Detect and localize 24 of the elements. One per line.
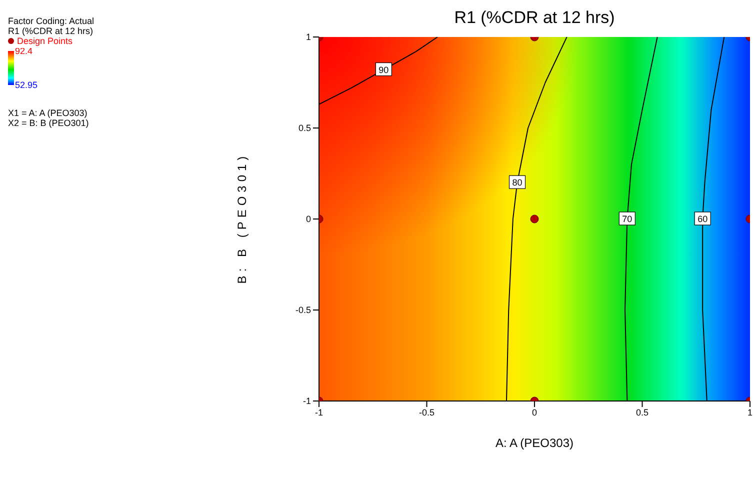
text: X1 = A: A (PEO303) [8, 108, 88, 118]
y-tick-label: 0.5 [298, 123, 311, 134]
legend-label: Design Points [16, 36, 74, 46]
text: X2 = B: B (PEO301) [8, 118, 90, 128]
color-bar-label: 52.95 [15, 80, 38, 90]
y-axis-title: B: B (PEO301) [235, 151, 249, 286]
text: R1 (%CDR at 12 hrs) [8, 26, 94, 36]
x-tick-label: -0.5 [418, 407, 435, 418]
color-bar-label: 92.4 [15, 46, 33, 56]
series-label: 70 [622, 214, 632, 224]
y-tick-label: 1 [306, 32, 311, 42]
chart-title: R1 (%CDR at 12 hrs) [453, 8, 616, 28]
x-tick-label: 0.5 [636, 407, 649, 418]
text: Factor Coding: Actual [8, 16, 94, 26]
x-tick-label: -1 [314, 407, 324, 418]
y-tick-label: -0.5 [295, 305, 311, 316]
x-axis-title: A: A (PEO303) [494, 436, 575, 450]
series-label: 60 [698, 214, 708, 224]
y-tick-label: 0 [306, 214, 311, 224]
x-tick-label: 0 [532, 407, 538, 418]
x-tick-label: 1 [747, 407, 753, 418]
y-tick-label: -1 [302, 396, 311, 406]
series-label: 80 [512, 178, 522, 188]
series-label: 90 [378, 64, 389, 75]
